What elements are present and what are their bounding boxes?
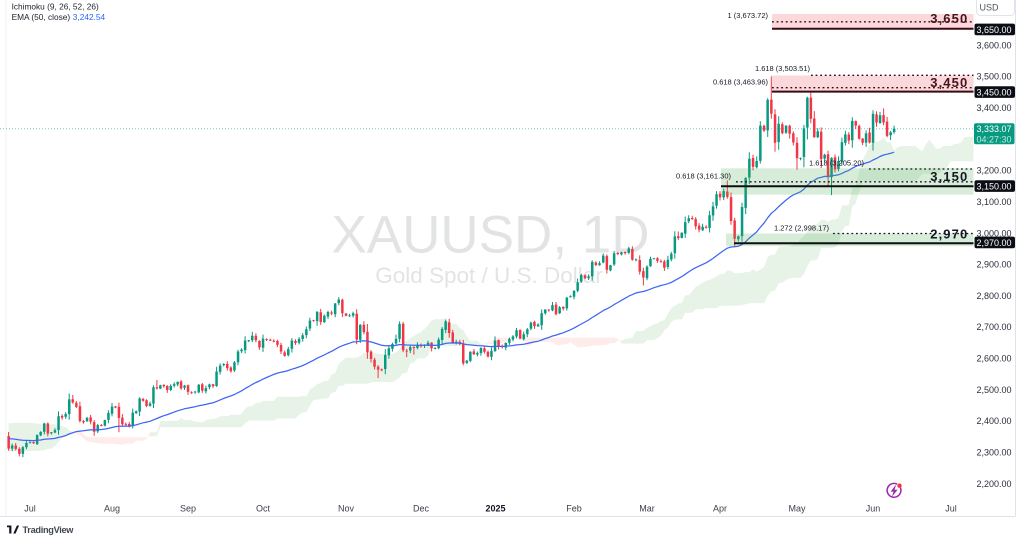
svg-text:2,900.00: 2,900.00 <box>976 260 1011 270</box>
svg-text:0.618 (3,161.30): 0.618 (3,161.30) <box>676 172 732 181</box>
svg-text:May: May <box>788 504 806 514</box>
svg-text:3,650: 3,650 <box>930 11 968 26</box>
svg-text:3,150: 3,150 <box>930 169 968 184</box>
svg-text:2025: 2025 <box>485 504 505 514</box>
svg-text:Jul: Jul <box>945 504 957 514</box>
svg-text:2,200.00: 2,200.00 <box>976 479 1011 489</box>
svg-text:XAUUSD, 1D: XAUUSD, 1D <box>331 206 649 265</box>
svg-text:Feb: Feb <box>566 504 582 514</box>
svg-text:Aug: Aug <box>104 504 120 514</box>
svg-text:3,000.00: 3,000.00 <box>976 228 1011 238</box>
svg-text:1.618 (3,503.51): 1.618 (3,503.51) <box>755 64 811 73</box>
svg-text:Apr: Apr <box>713 504 727 514</box>
svg-text:Gold Spot / U.S. Dollar: Gold Spot / U.S. Dollar <box>375 263 603 288</box>
svg-text:USD: USD <box>979 3 999 13</box>
svg-text:1.272 (2,998.17): 1.272 (2,998.17) <box>774 224 830 233</box>
svg-text:3,450.00: 3,450.00 <box>976 88 1011 98</box>
svg-text:3,400.00: 3,400.00 <box>976 103 1011 113</box>
svg-text:3,100.00: 3,100.00 <box>976 197 1011 207</box>
svg-text:2,500.00: 2,500.00 <box>976 385 1011 395</box>
svg-text:3,333.07: 3,333.07 <box>976 124 1011 134</box>
svg-text:1.618 (3,205.20): 1.618 (3,205.20) <box>809 159 865 168</box>
svg-text:Jul: Jul <box>24 504 36 514</box>
svg-text:Mar: Mar <box>639 504 655 514</box>
svg-text:1 (3,673.72): 1 (3,673.72) <box>728 11 769 20</box>
svg-text:Oct: Oct <box>256 504 271 514</box>
svg-text:3,500.00: 3,500.00 <box>976 72 1011 82</box>
svg-text:Jun: Jun <box>866 504 881 514</box>
svg-text:Ichimoku (9, 26, 52, 26): Ichimoku (9, 26, 52, 26) <box>12 1 99 11</box>
svg-text:2,400.00: 2,400.00 <box>976 416 1011 426</box>
svg-text:04:27:30: 04:27:30 <box>976 134 1011 144</box>
svg-text:2,600.00: 2,600.00 <box>976 354 1011 364</box>
svg-text:3,242.54: 3,242.54 <box>73 12 106 22</box>
svg-text:2,970: 2,970 <box>930 226 968 241</box>
svg-text:Sep: Sep <box>180 504 196 514</box>
svg-text:TradingView: TradingView <box>23 525 75 535</box>
svg-text:2,700.00: 2,700.00 <box>976 322 1011 332</box>
svg-text:3,200.00: 3,200.00 <box>976 166 1011 176</box>
svg-text:2,970.00: 2,970.00 <box>976 238 1011 248</box>
svg-text:3,600.00: 3,600.00 <box>976 40 1011 50</box>
svg-text:3,150.00: 3,150.00 <box>976 182 1011 192</box>
svg-text:3,450: 3,450 <box>930 75 968 90</box>
svg-text:Dec: Dec <box>413 504 430 514</box>
svg-text:3,650.00: 3,650.00 <box>976 25 1011 35</box>
svg-text:EMA (50, close): EMA (50, close) <box>12 12 71 22</box>
svg-text:2,800.00: 2,800.00 <box>976 291 1011 301</box>
svg-text:0.618 (3,463.96): 0.618 (3,463.96) <box>713 78 769 87</box>
svg-text:2,300.00: 2,300.00 <box>976 448 1011 458</box>
svg-text:Nov: Nov <box>338 504 355 514</box>
